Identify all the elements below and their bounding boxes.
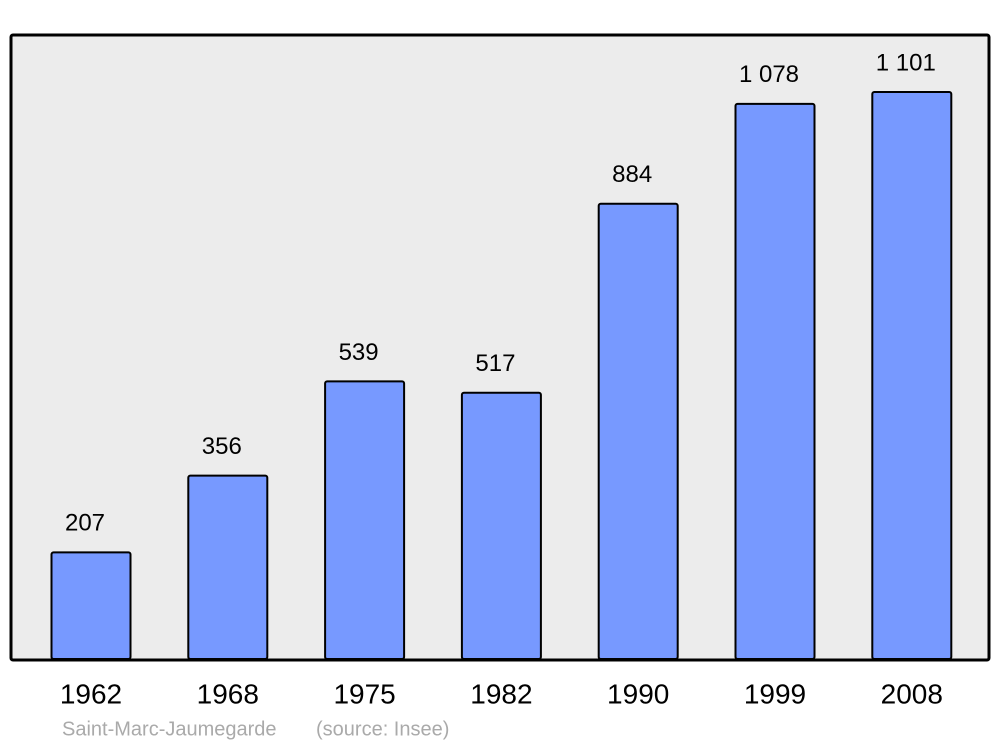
value-label: 356: [202, 433, 242, 460]
value-label: 1 101: [876, 49, 936, 76]
source: (source: Insee): [316, 718, 449, 740]
bar: [187, 474, 269, 660]
value-label: 539: [339, 339, 379, 366]
bar: [50, 551, 132, 661]
value-label: 884: [612, 161, 652, 188]
x-tick-label: 2008: [881, 678, 943, 709]
caption: Saint-Marc-Jaumegarde: [62, 718, 277, 740]
bar: [597, 202, 679, 660]
x-tick-label: 1975: [333, 678, 395, 709]
bar: [734, 102, 816, 661]
x-tick-label: 1962: [60, 678, 122, 709]
x-tick-label: 1999: [744, 678, 806, 709]
bar: [871, 91, 953, 660]
x-tick-label: 1990: [607, 678, 669, 709]
x-tick-label: 1982: [470, 678, 532, 709]
x-tick-label: 1968: [197, 678, 259, 709]
value-label: 207: [65, 510, 105, 537]
bar: [460, 391, 542, 660]
value-label: 1 078: [739, 61, 799, 88]
bar: [324, 380, 406, 660]
value-label: 517: [475, 350, 515, 377]
